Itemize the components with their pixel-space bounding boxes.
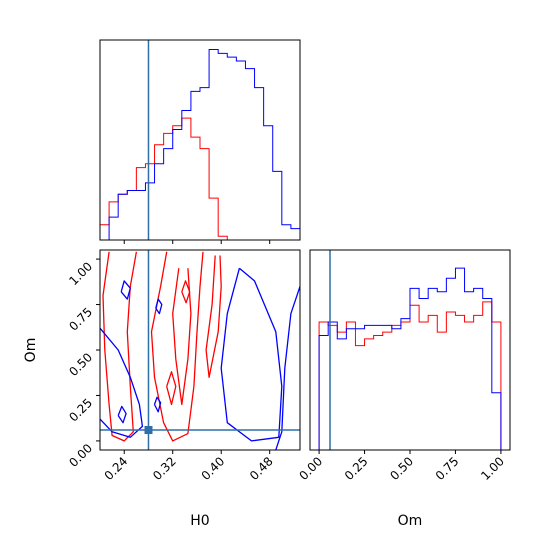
y-axis-label-om: Om (23, 338, 39, 363)
contour-1-0 (100, 327, 144, 438)
contour-panel: 0.24 0.32 0.40 0.48 0.000.250.500.751.00 H0… (23, 249, 301, 529)
contour-1-6 (117, 405, 127, 424)
om-hist-series-1 (318, 267, 502, 450)
contour-0-5 (181, 280, 191, 304)
contour-1-1 (220, 267, 283, 442)
contour-0-4 (166, 371, 177, 406)
contour-0-2 (172, 268, 192, 406)
x-axis-label-om: Om (398, 513, 423, 529)
x-axis-label-h0: H0 (190, 513, 209, 529)
contour-1-2 (275, 286, 300, 450)
contour-1-4 (155, 298, 163, 315)
contour-1-5 (153, 396, 162, 413)
h0-hist-series-1 (100, 49, 301, 241)
h0-histogram-frame (99, 39, 301, 241)
contour-1-3 (120, 280, 131, 300)
contour-0-0 (102, 251, 138, 442)
truth-marker (144, 426, 153, 434)
contour-0-3 (205, 255, 222, 378)
contour-0-1 (150, 251, 204, 442)
h0-histogram-panel (99, 39, 301, 244)
